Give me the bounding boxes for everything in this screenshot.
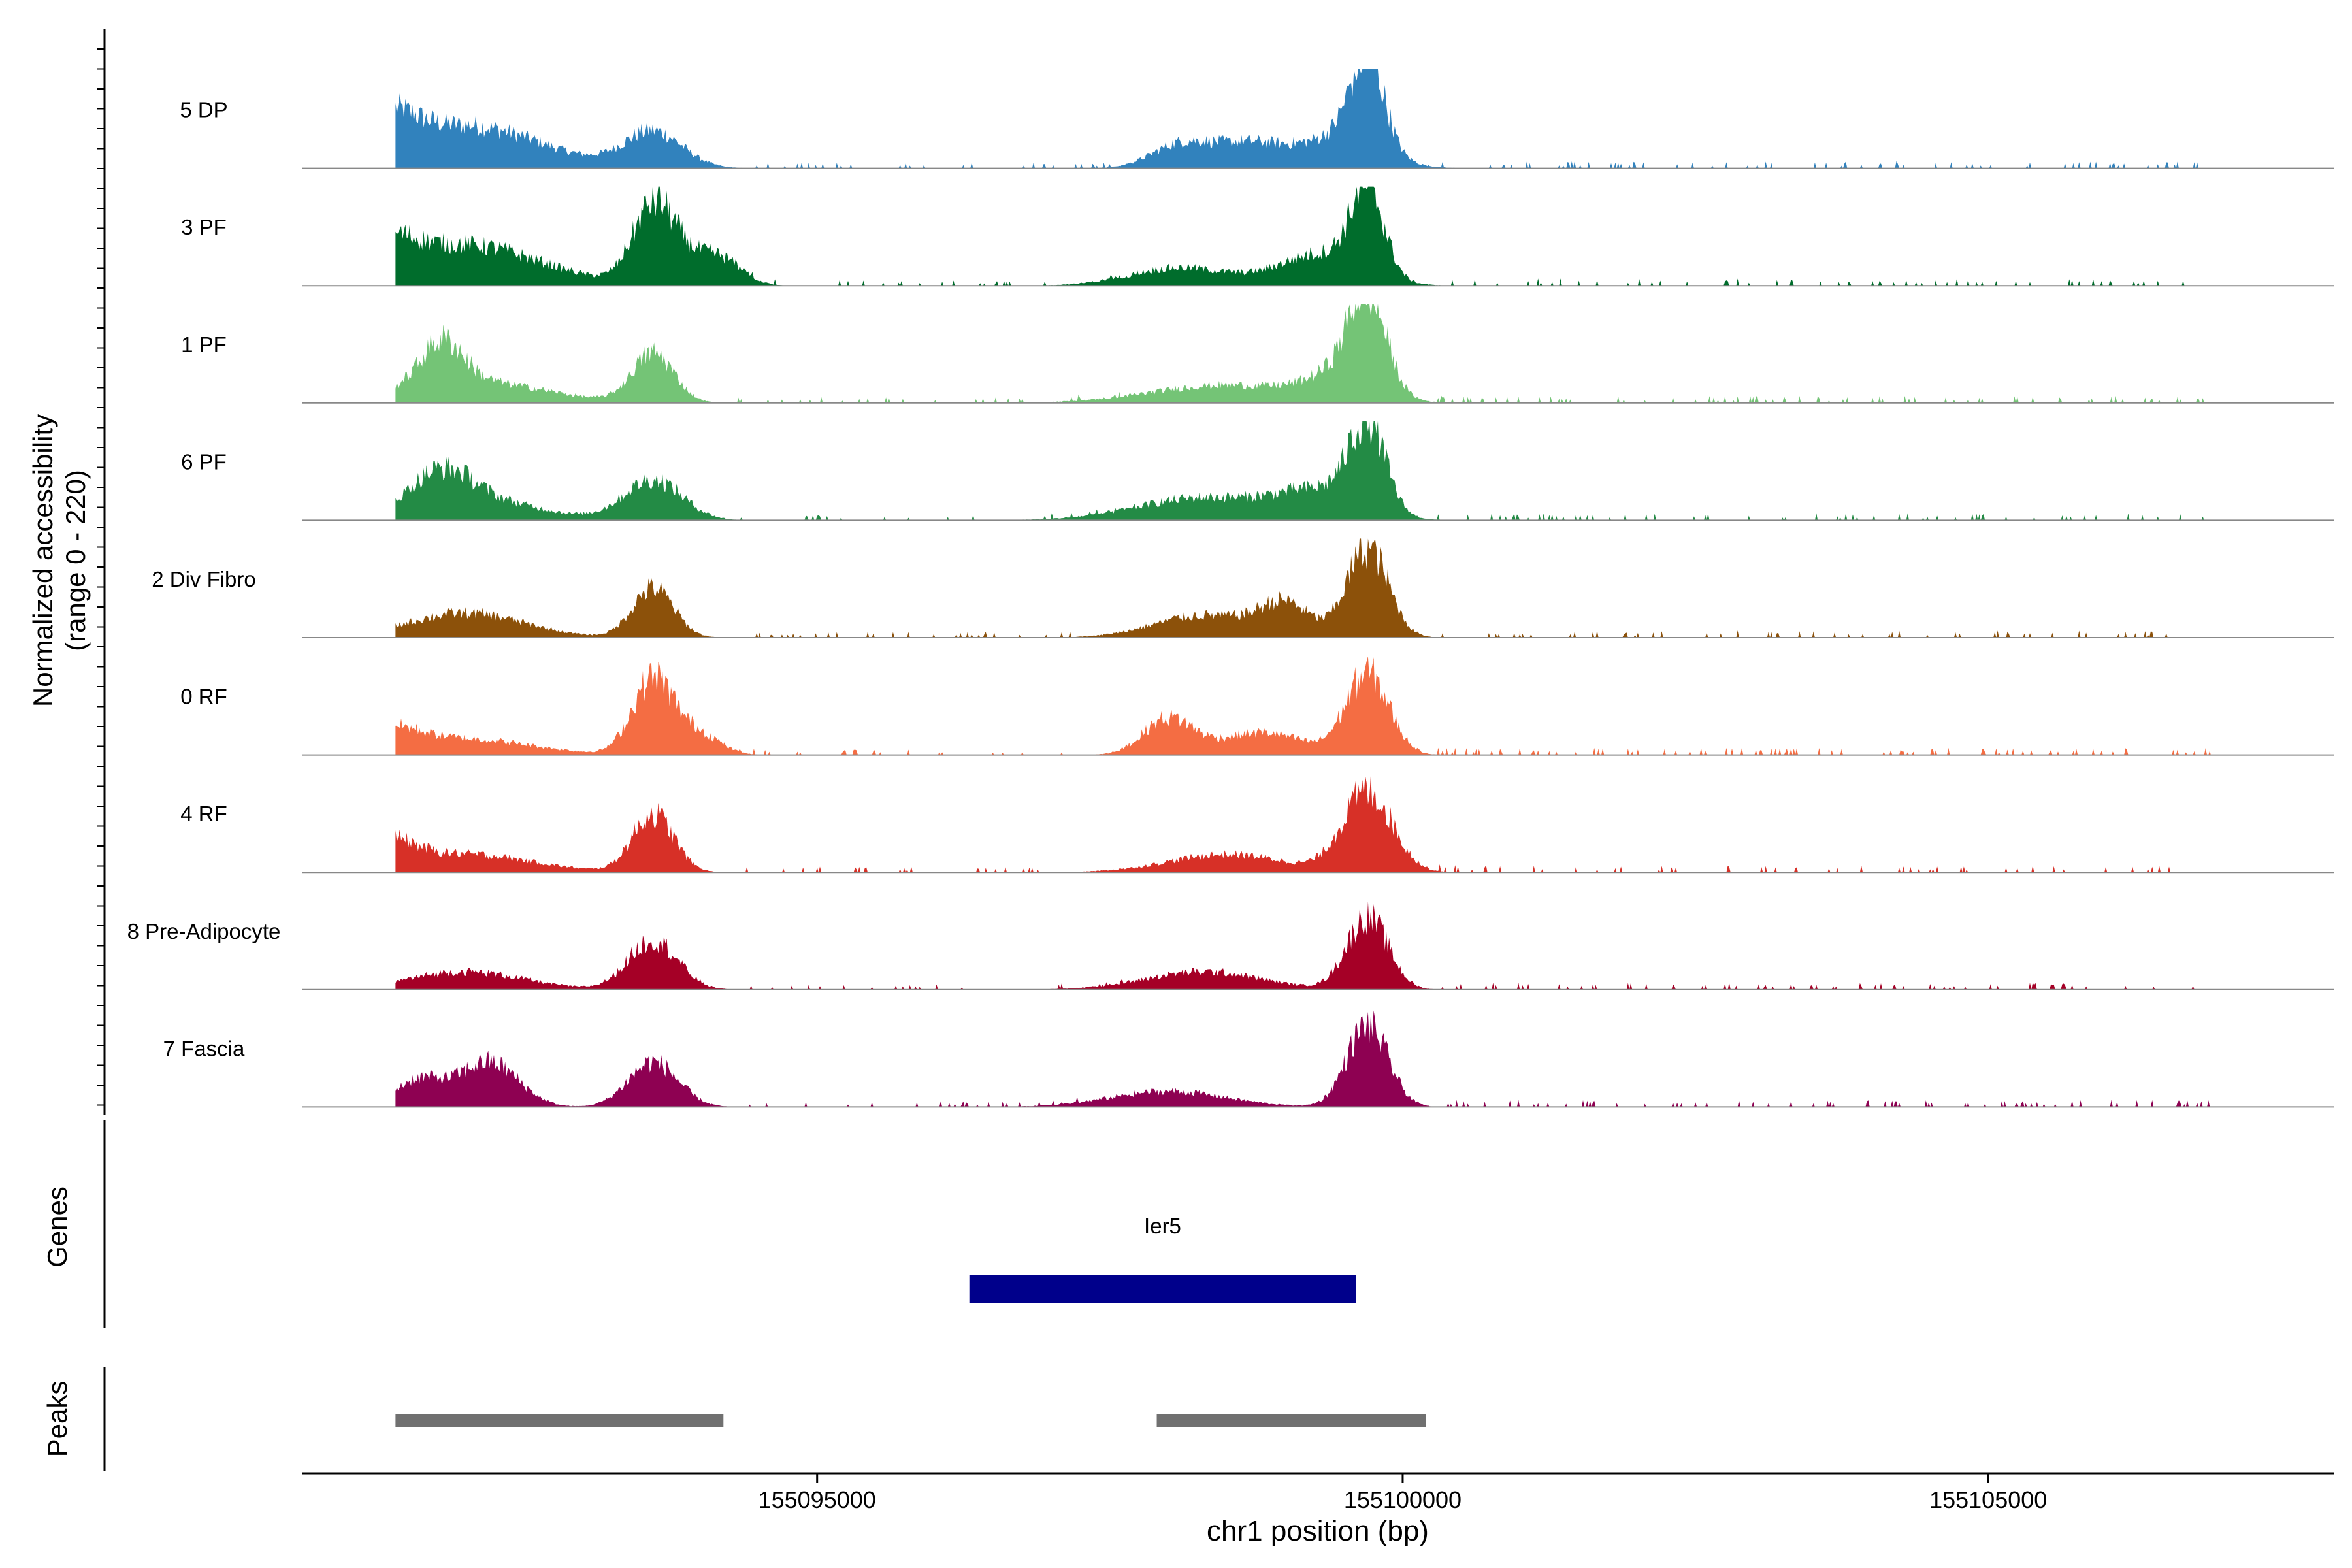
track-label: 0 RF (180, 685, 227, 709)
coverage-area (395, 69, 2211, 169)
genes-track-label: Genes (42, 1186, 73, 1267)
track-label: 4 RF (180, 802, 227, 826)
y-axis-title-line2: (range 0 - 220) (60, 470, 91, 651)
track-label: 3 PF (181, 215, 227, 239)
peak-region (1156, 1414, 1426, 1427)
x-tick-label: 155095000 (759, 1486, 876, 1513)
track-3: 1 PF (181, 304, 2334, 404)
track-8: 8 Pre-Adipocyte (127, 901, 2334, 990)
track-4: 6 PF (181, 421, 2334, 521)
track-2: 3 PF (181, 186, 2334, 287)
coverage-area (395, 901, 2211, 990)
gene-body (969, 1275, 1356, 1303)
track-7: 4 RF (180, 774, 2334, 874)
gene-label: Ier5 (1144, 1214, 1181, 1238)
genes-track: Genes Ier5 (42, 1120, 1356, 1328)
x-tick-label: 155100000 (1344, 1486, 1462, 1513)
peaks-track-label: Peaks (42, 1381, 73, 1458)
coverage-area (395, 1010, 2211, 1107)
coverage-y-axis (97, 29, 106, 1115)
track-9: 7 Fascia (163, 1010, 2334, 1108)
track-label: 8 Pre-Adipocyte (127, 919, 281, 943)
coverage-area (395, 186, 2211, 286)
track-label: 6 PF (181, 449, 227, 474)
track-label: 1 PF (181, 333, 227, 357)
peaks-track: Peaks (42, 1367, 1426, 1471)
coverage-area (395, 421, 2211, 521)
track-6: 0 RF (180, 656, 2334, 756)
track-5: 2 Div Fibro (152, 538, 2334, 638)
accessibility-tracks: 5 DP 3 PF 1 PF 6 PF 2 Div Fibro 0 RF 4 RF 8 Pre… (127, 69, 2334, 1108)
coverage-area (395, 538, 2211, 638)
y-axis-title-line1: Normalized accessibility (27, 414, 58, 707)
track-label: 7 Fascia (163, 1036, 245, 1060)
track-1: 5 DP (180, 69, 2334, 169)
coverage-area (395, 304, 2211, 403)
peak-region (395, 1414, 724, 1427)
track-label: 2 Div Fibro (152, 567, 256, 591)
x-axis-title: chr1 position (bp) (1207, 1515, 1429, 1547)
x-tick-label: 155105000 (1929, 1486, 2047, 1513)
coverage-area (395, 656, 2211, 755)
x-axis: 155095000 155100000 155105000 (302, 1472, 2334, 1513)
track-label: 5 DP (180, 98, 227, 122)
coverage-area (395, 774, 2211, 873)
